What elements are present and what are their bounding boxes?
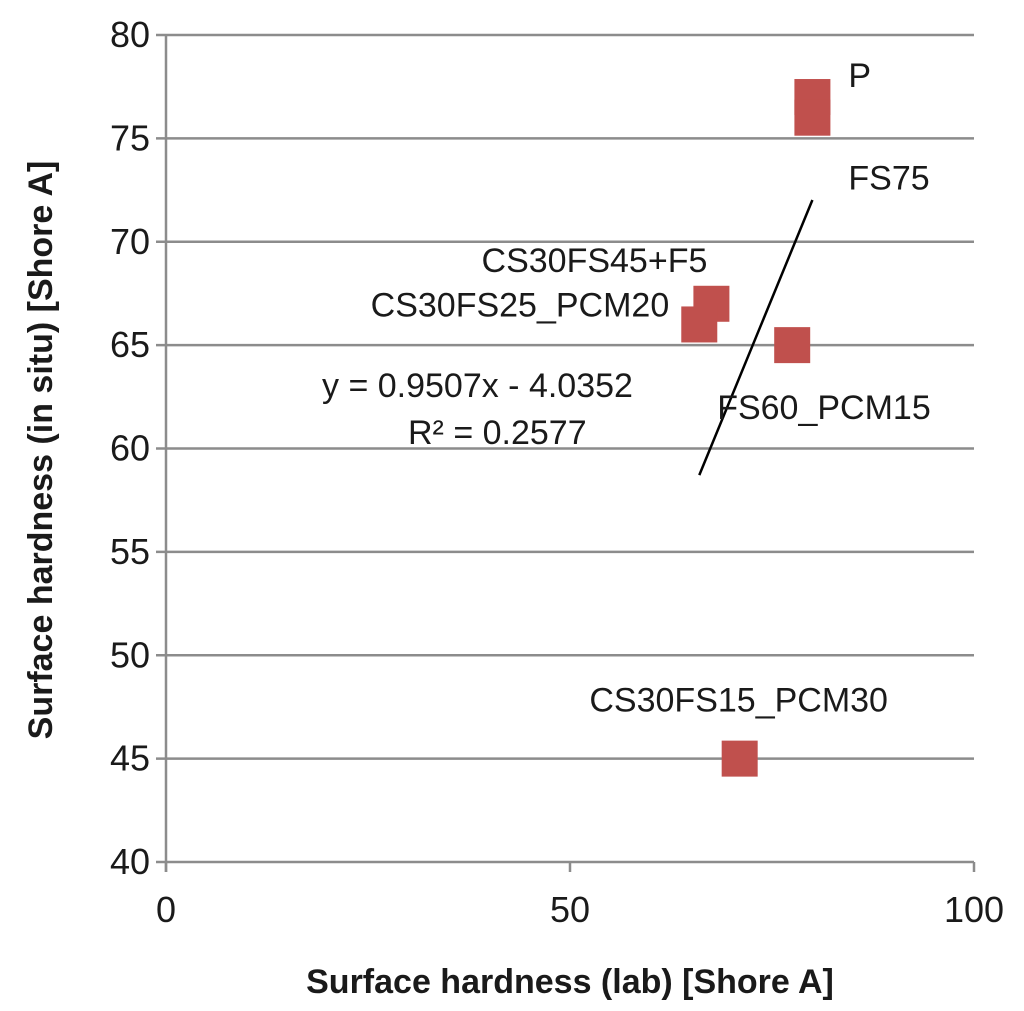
data-point	[721, 740, 758, 777]
trendline-r-squared: R² = 0.2577	[408, 414, 587, 452]
data-points	[681, 79, 831, 777]
point-label: FS75	[848, 160, 929, 198]
y-tick-label: 75	[110, 117, 150, 158]
x-tick-labels: 0 50 100	[156, 889, 1004, 930]
y-tick-label: 45	[110, 738, 150, 779]
point-label: P	[848, 57, 871, 95]
y-tick-label: 60	[110, 428, 150, 469]
point-label: CS30FS45+F5	[482, 242, 708, 280]
data-point	[681, 306, 718, 343]
x-tick-label: 50	[550, 889, 590, 930]
y-tick-label: 40	[110, 841, 150, 882]
x-tick-label: 0	[156, 889, 176, 930]
trendline	[698, 199, 814, 476]
trendline-layer	[698, 199, 814, 476]
y-tick-label: 80	[110, 14, 150, 55]
trendline-equation: y = 0.9507x - 4.0352	[322, 367, 633, 405]
y-tick-labels: 40 45 50 55 60 65 70 75 80	[110, 14, 150, 882]
y-tick-label: 70	[110, 221, 150, 262]
data-point	[794, 99, 831, 136]
y-axis-title: Surface hardness (in situ) [Shore A]	[22, 161, 60, 740]
data-point	[774, 327, 811, 364]
y-tick-label: 55	[110, 531, 150, 572]
x-axis-title: Surface hardness (lab) [Shore A]	[306, 963, 834, 1001]
point-label: CS30FS15_PCM30	[589, 682, 888, 720]
point-label: CS30FS25_PCM20	[371, 286, 670, 324]
point-labels: P FS75 CS30FS45+F5 CS30FS25_PCM20 FS60_PCM15…	[371, 57, 931, 720]
x-tick-label: 100	[944, 889, 1004, 930]
y-tick-label: 50	[110, 634, 150, 675]
gridlines	[166, 33, 974, 760]
axes	[156, 33, 976, 872]
y-tick-label: 65	[110, 324, 150, 365]
point-label: FS60_PCM15	[717, 389, 931, 427]
